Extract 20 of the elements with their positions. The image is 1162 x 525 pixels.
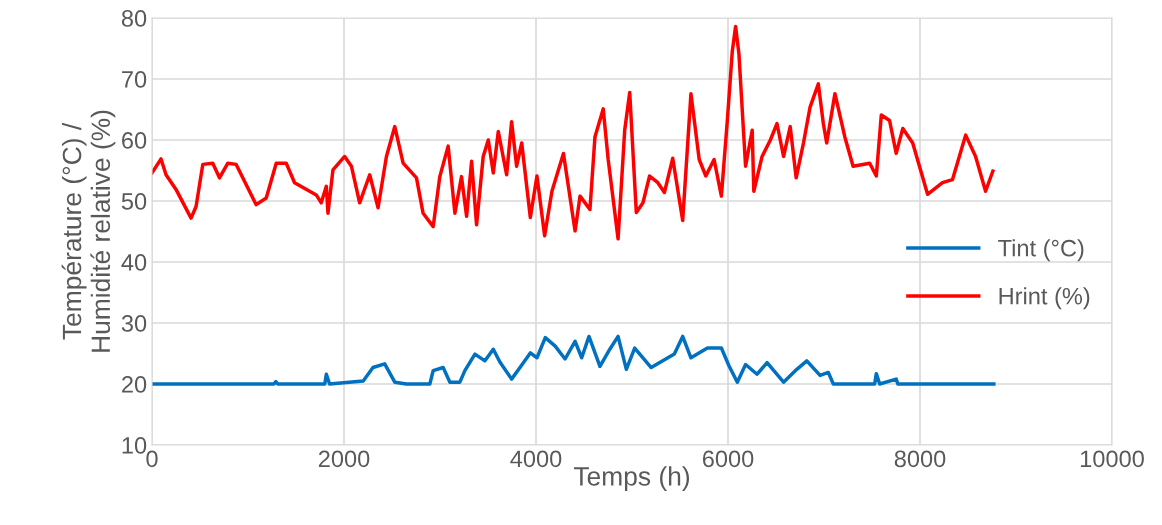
legend-label: Tint (°C) [998,239,1084,262]
legend-label: Hrint (%) [999,287,1090,310]
x-tick-label: 0 [146,450,158,468]
line-series [152,24,995,241]
x-tick-label: 8000 [894,450,946,468]
x-tick-label: 4000 [510,450,562,468]
y-tick-label: 20 [122,376,147,393]
x-tick-label: 6000 [702,450,754,468]
line-series [152,334,996,386]
y-tick-label: 50 [121,193,147,210]
x-axis-title: Temps (h) [573,466,690,491]
y-tick-label: 10 [122,437,147,454]
y-tick-label: 80 [121,10,147,27]
x-tick-label: 10000 [1080,450,1144,468]
y-tick-label: 30 [121,315,147,332]
y-tick-label: 60 [122,132,147,149]
y-tick-label: 40 [121,254,147,271]
x-tick-label: 2000 [318,450,370,468]
y-tick-label: 70 [122,71,147,88]
y-axis-title: Température (°C) / Humidité relative (%) [61,110,116,352]
